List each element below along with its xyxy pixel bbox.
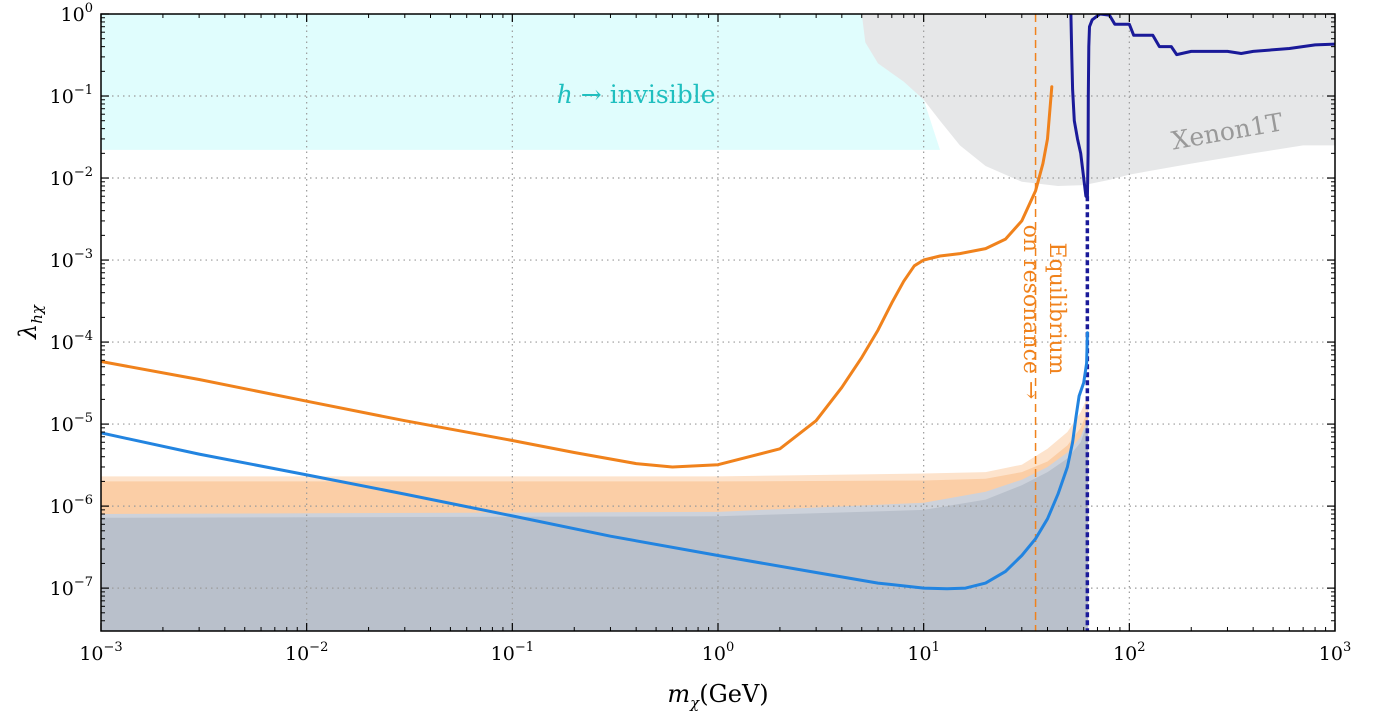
y-tick-label: 100 [61, 1, 93, 26]
equilibrium-label-line2: on resonance → [1018, 225, 1043, 400]
x-tick-label: 10−3 [79, 640, 122, 665]
x-axis-unit: (GeV) [699, 680, 768, 708]
y-tick-label: 10−6 [50, 493, 93, 518]
annotation-layer: Equilibrium on resonance → [1018, 225, 1069, 400]
x-tick-label: 103 [1319, 640, 1351, 665]
x-tick-label: 101 [907, 640, 939, 665]
y-axis-sub: hχ [28, 304, 46, 324]
x-tick-label: 10−2 [285, 640, 328, 665]
x-tick-label: 102 [1113, 640, 1145, 665]
grid-layer [101, 14, 1335, 631]
y-tick-label: 10−7 [50, 575, 93, 600]
regions-layer [101, 14, 1335, 186]
equilibrium-label-line1: Equilibrium [1044, 242, 1069, 374]
y-tick-label: 10−4 [50, 329, 93, 354]
y-axis-title: λhχ [14, 304, 46, 340]
vlines-layer [1034, 14, 1090, 631]
orange-curve [101, 85, 1054, 469]
x-axis-sub: χ [689, 694, 700, 712]
y-axis-var: λ [14, 324, 42, 340]
x-tick-label: 10−1 [491, 640, 534, 665]
blue-curve [101, 331, 1089, 591]
y-tick-label: 10−2 [50, 165, 93, 190]
h-invisible-label: h → invisible [557, 80, 716, 109]
x-axis-title: mχ(GeV) [667, 680, 768, 712]
x-axis-var: m [667, 680, 690, 708]
ticks-layer: 10−3 10−2 10−1 100 101 102 103 100 10−1 10−2 10−3 1… [50, 1, 1352, 665]
xenon1t-region [861, 14, 1335, 186]
grey-inner-band [101, 420, 1089, 631]
h-invisible-region [101, 14, 940, 150]
y-tick-label: 10−5 [50, 411, 93, 436]
x-tick-label: 100 [702, 640, 734, 665]
y-tick-label: 10−1 [50, 83, 93, 108]
equilibrium-label: Equilibrium on resonance → [1018, 225, 1069, 400]
y-tick-label: 10−3 [50, 247, 93, 272]
